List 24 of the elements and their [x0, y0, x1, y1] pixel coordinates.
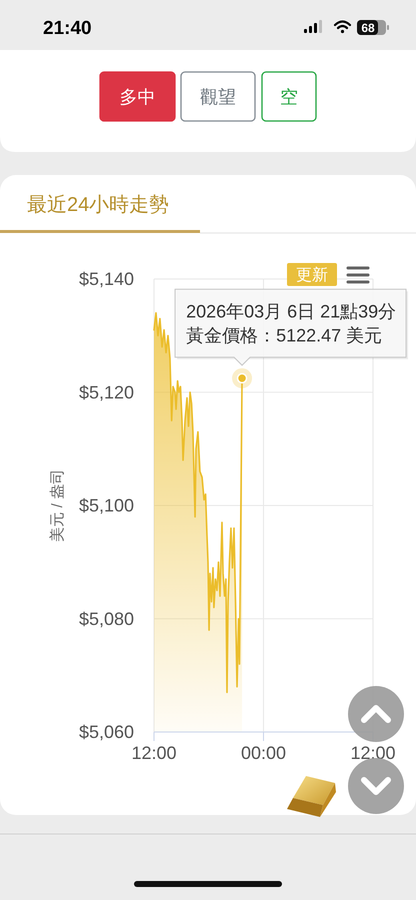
- y-tick-label: $5,120: [78, 382, 134, 402]
- button[interactable]: [99, 71, 176, 122]
- text: 空: [280, 87, 298, 107]
- button[interactable]: [261, 71, 317, 122]
- y-tick-label: $5,100: [78, 496, 134, 516]
- y-tick-label: $5,080: [78, 608, 134, 629]
- x-tick-label: 00:00: [240, 743, 286, 763]
- x-tick-label: 12:00: [131, 743, 177, 763]
- text: 觀望: [200, 87, 236, 107]
- scroll-up-icon[interactable]: [348, 686, 404, 742]
- annotation: 黃金價格：5122.47 美元: [186, 325, 382, 346]
- chart-title: 最近24小時走勢: [27, 194, 170, 216]
- text: 21:40: [43, 18, 92, 39]
- annotation: 2026年03月 6日 21點39分: [186, 301, 396, 322]
- text: 多中: [120, 87, 156, 107]
- menu-icon[interactable]: [346, 266, 370, 284]
- button[interactable]: [180, 71, 256, 122]
- x-tick-label: 12:00: [350, 743, 396, 763]
- y-tick-label: $5,060: [78, 722, 134, 742]
- y-tick-label: $5,140: [78, 269, 134, 289]
- text: 68: [361, 21, 375, 35]
- y-axis-title: 美元 / 盎司: [49, 469, 66, 542]
- scroll-down-icon[interactable]: [348, 758, 404, 814]
- annotation: 更新: [296, 266, 328, 284]
